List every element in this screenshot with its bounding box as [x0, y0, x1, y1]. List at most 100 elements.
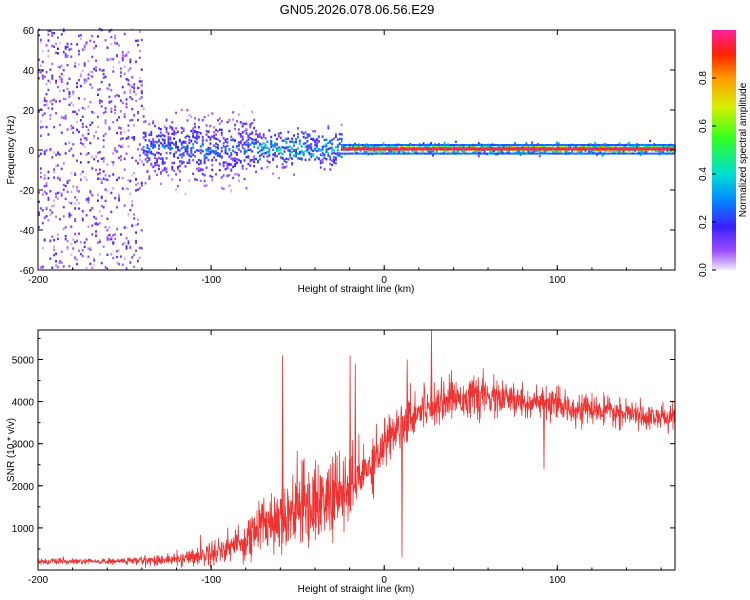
spectrogram-band-cell: [522, 152, 525, 155]
spectrogram-cell: [310, 147, 313, 150]
spectrogram-band-cell: [377, 147, 380, 151]
spectrogram-cell: [291, 163, 294, 166]
snr-background: [38, 330, 675, 570]
spectrogram-cell: [87, 161, 90, 164]
spectrogram-cell: [41, 246, 44, 250]
spectrogram-cell: [357, 145, 360, 148]
spectrogram-cell: [135, 159, 137, 162]
spectrogram-cell: [135, 93, 137, 96]
spectrogram-cell: [323, 144, 326, 147]
spectrogram-cell: [302, 132, 305, 135]
spectrogram-band-cell: [460, 144, 463, 146]
spectrogram-band-cell: [429, 152, 431, 155]
spectrogram-cell: [89, 190, 92, 193]
spectrogram-cell: [209, 147, 212, 150]
spectrogram-cell: [333, 149, 335, 152]
spectrogram-band-cell: [519, 144, 521, 146]
spectrogram-band-cell: [661, 144, 663, 146]
spectrogram-band-cell: [401, 147, 404, 151]
spectrogram-cell: [89, 70, 92, 74]
spectrogram-cell: [118, 196, 120, 200]
spectrogram-band-cell: [611, 147, 613, 151]
spectrogram-band-cell: [340, 147, 343, 151]
spectrogram-band-cell: [451, 144, 454, 146]
spectrogram-cell: [220, 150, 223, 153]
spectrogram-cell: [287, 137, 290, 140]
spectrogram-cell: [53, 151, 56, 154]
spectrogram-cell: [159, 182, 162, 186]
spectrogram-cell: [93, 215, 96, 219]
spectrogram-band-cell: [398, 152, 400, 155]
spectrogram-cell: [361, 146, 364, 149]
spectrogram-band-cell: [567, 147, 570, 151]
spectrogram-cell: [171, 161, 174, 165]
spectrogram-cell: [274, 134, 276, 137]
spectrogram-cell: [399, 145, 402, 149]
spectrogram-band-cell: [571, 144, 573, 146]
spectrogram-cell: [340, 138, 343, 141]
spectrogram-cell: [125, 98, 128, 101]
spectrogram-band-cell: [474, 144, 476, 146]
spectrogram-cell: [209, 142, 212, 145]
spectrogram-cell: [295, 138, 297, 141]
spectrogram-cell: [110, 57, 113, 61]
spectrogram-band-cell: [590, 144, 592, 146]
spectrogram-band-cell: [656, 152, 658, 155]
spectrogram-band-cell: [503, 147, 506, 151]
spectrogram-band-cell: [630, 147, 632, 151]
spectrogram-cell: [53, 98, 56, 101]
spectrogram-band-cell: [652, 144, 655, 146]
spectrogram-band-cell: [514, 152, 516, 155]
spectrogram-band-cell: [439, 147, 442, 151]
spectrogram-band-cell: [529, 144, 532, 146]
spectrogram-band-cell: [574, 144, 577, 146]
spectrogram-band-cell: [491, 147, 494, 151]
spectrogram-cell: [159, 157, 162, 160]
spectrogram-cell: [102, 160, 105, 163]
spectrogram-cell: [137, 148, 139, 151]
spectrogram-band-cell: [636, 147, 639, 151]
spectrogram-band-cell: [354, 144, 357, 146]
spectrogram-cell: [230, 163, 233, 166]
spectrogram-cell: [310, 153, 313, 156]
spectrogram-cell: [285, 157, 288, 160]
spectrogram-band-cell: [396, 147, 399, 151]
spectrogram-band-cell: [552, 144, 554, 146]
spectrogram-xtick-label: 100: [549, 275, 566, 286]
spectrogram-band-cell: [358, 144, 360, 146]
spectrogram-cell: [165, 170, 168, 173]
spectrogram-band-cell: [550, 144, 553, 146]
spectrogram-band-cell: [527, 152, 530, 155]
spectrogram-cell: [110, 237, 113, 241]
spectrogram-cell: [104, 188, 107, 191]
spectrogram-cell: [144, 132, 147, 135]
spectrogram-band-cell: [534, 152, 537, 155]
spectrogram-band-cell: [430, 147, 433, 151]
spectrogram-cell: [47, 133, 50, 136]
spectrogram-band-cell: [356, 144, 359, 146]
spectrogram-cell: [62, 227, 65, 230]
spectrogram-band-cell: [363, 152, 366, 155]
spectrogram-cell: [249, 164, 252, 167]
spectrogram-ytick-label: 40: [23, 66, 35, 77]
spectrogram-cell: [133, 138, 136, 141]
spectrogram-band-cell: [661, 152, 663, 155]
spectrogram-cell: [140, 90, 143, 93]
spectrogram-cell: [329, 146, 332, 150]
spectrogram-cell: [308, 152, 311, 156]
spectrogram-cell: [91, 86, 94, 89]
spectrogram-cell: [68, 215, 71, 218]
spectrogram-cell: [289, 149, 292, 152]
spectrogram-cell: [62, 68, 65, 72]
spectrogram-band-cell: [614, 152, 617, 155]
spectrogram-band-cell: [422, 152, 425, 155]
spectrogram-cell: [72, 93, 75, 96]
spectrogram-band-cell: [377, 144, 380, 146]
spectrogram-cell: [135, 239, 137, 243]
spectrogram-cell: [47, 176, 50, 180]
spectrogram-band-cell: [458, 152, 461, 155]
spectrogram-cell: [39, 38, 42, 41]
spectrogram-cell: [279, 131, 282, 135]
spectrogram-band-cell: [441, 147, 444, 151]
spectrogram-cell: [338, 154, 341, 157]
